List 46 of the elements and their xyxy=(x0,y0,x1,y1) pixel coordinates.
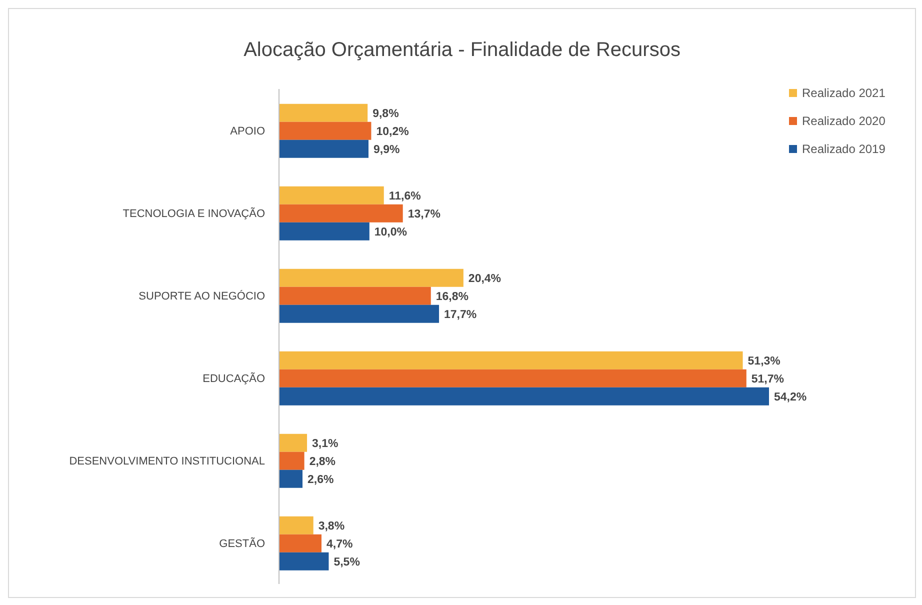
data-label: 17,7% xyxy=(444,308,477,321)
legend-label: Realizado 2019 xyxy=(802,142,886,156)
data-label: 13,7% xyxy=(408,208,440,220)
chart-title: Alocação Orçamentária - Finalidade de Recursos xyxy=(242,38,682,63)
bar xyxy=(279,516,314,534)
y-tick-label: EDUCAÇÃO xyxy=(202,372,266,385)
bar xyxy=(279,369,746,388)
data-label: 3,8% xyxy=(318,520,345,532)
bar xyxy=(279,470,303,488)
bar xyxy=(279,304,440,323)
bar xyxy=(279,387,769,406)
y-tick-label: TECNOLOGIA E INOVAÇÃO xyxy=(122,206,266,220)
data-label: 5,5% xyxy=(334,556,360,568)
bar xyxy=(279,268,464,287)
data-label: 9,9% xyxy=(374,144,400,156)
bar xyxy=(279,104,368,122)
legend-label: Realizado 2020 xyxy=(802,114,886,128)
bar xyxy=(279,204,403,222)
data-label: 2,6% xyxy=(308,474,334,486)
data-label: 20,4% xyxy=(468,272,502,285)
y-tick-label: SUPORTE AO NEGÓCIO xyxy=(138,289,266,302)
bar xyxy=(279,122,372,140)
bar xyxy=(279,552,329,570)
data-label: 54,2% xyxy=(774,391,807,404)
bar xyxy=(279,286,431,305)
y-tick-label: APOIO xyxy=(230,125,266,138)
bar xyxy=(279,434,308,452)
data-label: 9,8% xyxy=(372,108,399,120)
bar xyxy=(279,452,304,470)
data-label: 51,3% xyxy=(748,355,780,368)
data-label: 51,7% xyxy=(751,373,784,386)
bar xyxy=(279,351,743,370)
data-label: 3,1% xyxy=(312,438,338,450)
bar xyxy=(279,534,322,552)
y-tick-label: GESTÃO xyxy=(219,536,266,550)
data-label: 2,8% xyxy=(309,456,336,468)
bar xyxy=(279,140,368,158)
data-label: 4,7% xyxy=(326,538,353,550)
legend-label: Realizado 2021 xyxy=(802,86,886,100)
bar xyxy=(279,222,370,240)
data-label: 16,8% xyxy=(436,290,468,303)
data-label: 10,2% xyxy=(376,126,409,138)
y-tick-label: DESENVOLVIMENTO INSTITUCIONAL xyxy=(69,455,265,468)
data-label: 11,6% xyxy=(388,190,421,202)
data-label: 10,0% xyxy=(374,226,408,238)
bar xyxy=(279,186,384,204)
